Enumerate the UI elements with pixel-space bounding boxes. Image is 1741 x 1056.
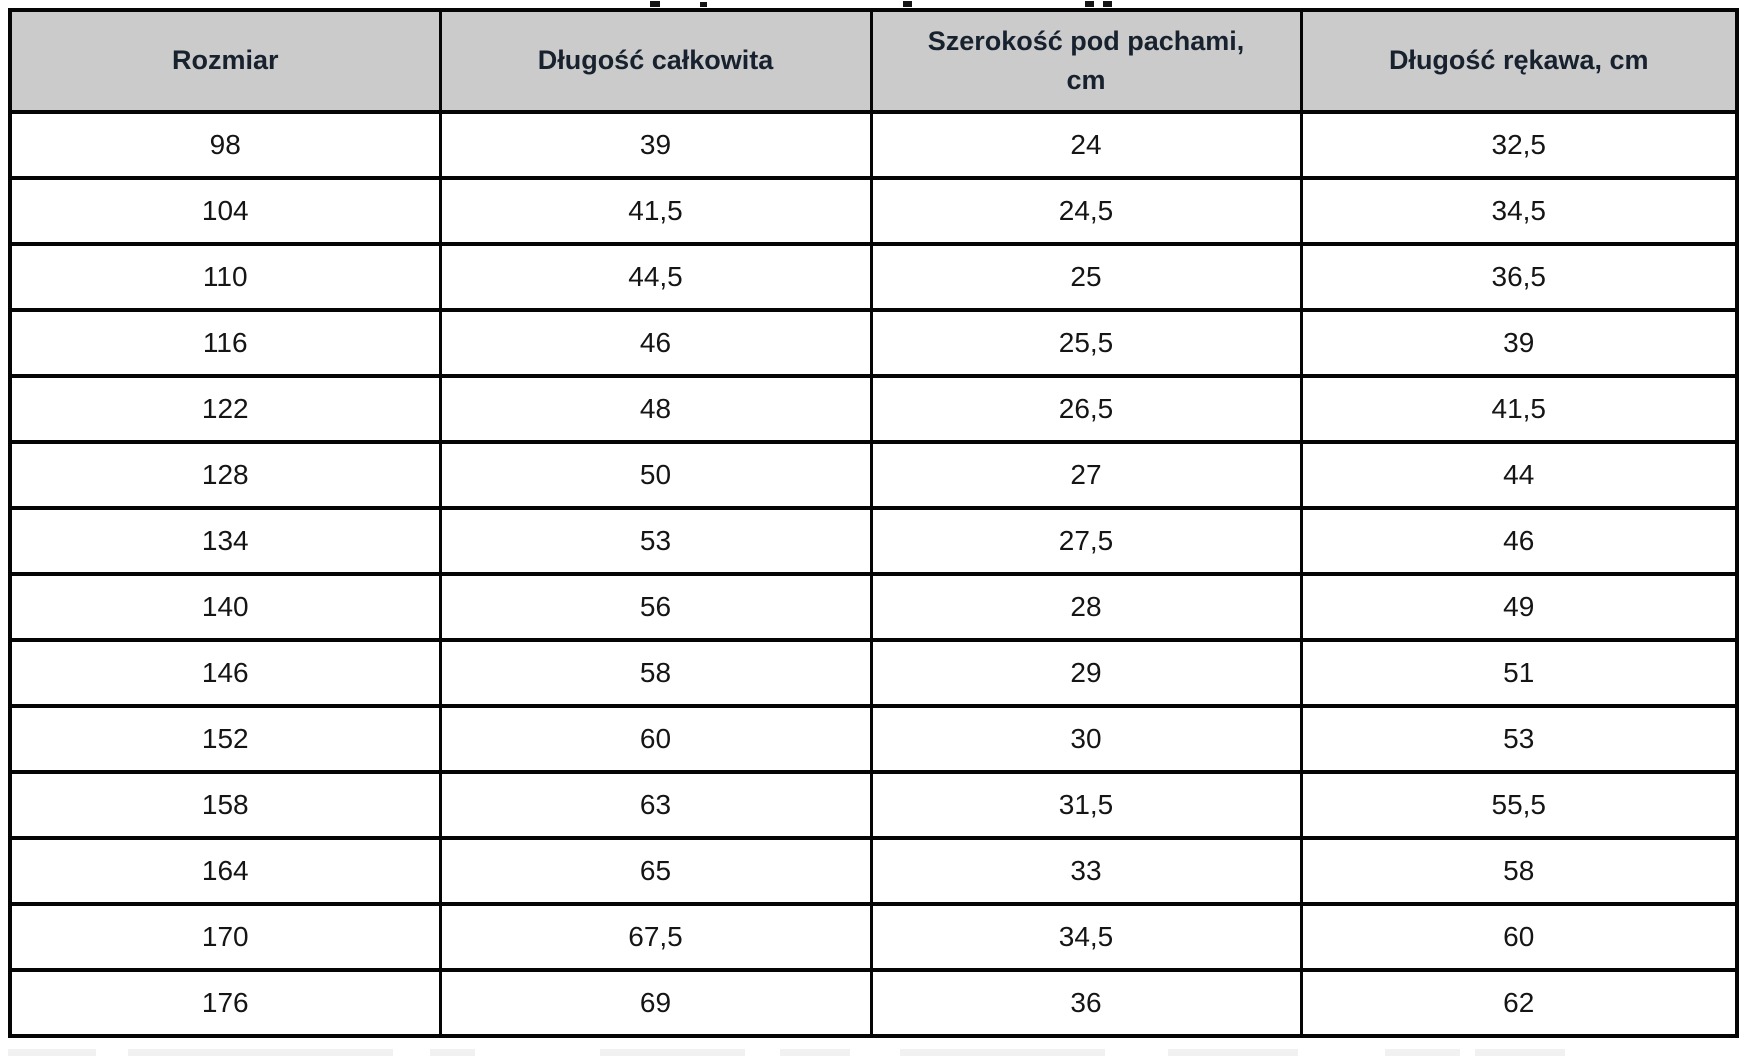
column-header-dlugosc-rekawa: Długość rękawa, cm [1299, 8, 1739, 114]
table-row: 98 39 24 32,5 [8, 110, 1739, 180]
table-cell: 50 [438, 440, 873, 510]
table-row: 140 56 28 49 [8, 572, 1739, 642]
table-cell: 53 [1299, 704, 1739, 774]
table-cell: 63 [438, 770, 873, 840]
table-cell: 60 [1299, 902, 1739, 972]
table-cell: 134 [8, 506, 442, 576]
clipped-bottom-fragment [430, 1049, 475, 1056]
table-cell: 31,5 [869, 770, 1303, 840]
clipped-bottom-fragment [128, 1049, 393, 1056]
table-cell: 98 [8, 110, 442, 180]
table-cell: 27 [869, 440, 1303, 510]
table-cell: 176 [8, 968, 442, 1038]
table-cell: 39 [1299, 308, 1739, 378]
table-row: 158 63 31,5 55,5 [8, 770, 1739, 840]
table-cell: 60 [438, 704, 873, 774]
table-cell: 25,5 [869, 308, 1303, 378]
table-row: 146 58 29 51 [8, 638, 1739, 708]
table-cell: 110 [8, 242, 442, 312]
table-cell: 34,5 [1299, 176, 1739, 246]
table-cell: 122 [8, 374, 442, 444]
table-header-row: Rozmiar Długość całkowita Szerokość pod … [8, 8, 1739, 114]
clipped-bottom-fragment [1475, 1049, 1565, 1056]
table-cell: 53 [438, 506, 873, 576]
table-cell: 36 [869, 968, 1303, 1038]
table-cell: 27,5 [869, 506, 1303, 576]
table-cell: 51 [1299, 638, 1739, 708]
table-cell: 49 [1299, 572, 1739, 642]
table-cell: 26,5 [869, 374, 1303, 444]
table-cell: 33 [869, 836, 1303, 906]
table-body: 98 39 24 32,5 104 41,5 24,5 34,5 110 44,5 25 36,5 11… [8, 110, 1739, 1038]
column-header-szerokosc-pod-pachami: Szerokość pod pachami, cm [869, 8, 1303, 114]
table-cell: 46 [1299, 506, 1739, 576]
table-cell: 69 [438, 968, 873, 1038]
clipped-text-fragment [1085, 1, 1094, 7]
table-cell: 30 [869, 704, 1303, 774]
clipped-text-fragment [903, 1, 912, 7]
table-cell: 104 [8, 176, 442, 246]
table-cell: 36,5 [1299, 242, 1739, 312]
table-cell: 170 [8, 902, 442, 972]
table-row: 170 67,5 34,5 60 [8, 902, 1739, 972]
table-row: 164 65 33 58 [8, 836, 1739, 906]
table-row: 104 41,5 24,5 34,5 [8, 176, 1739, 246]
table-cell: 164 [8, 836, 442, 906]
table-cell: 152 [8, 704, 442, 774]
table-cell: 34,5 [869, 902, 1303, 972]
table-cell: 24,5 [869, 176, 1303, 246]
table-row: 128 50 27 44 [8, 440, 1739, 510]
clipped-bottom-fragment [900, 1049, 1105, 1056]
table-row: 152 60 30 53 [8, 704, 1739, 774]
table-cell: 55,5 [1299, 770, 1739, 840]
table-cell: 65 [438, 836, 873, 906]
table-cell: 58 [438, 638, 873, 708]
table-cell: 24 [869, 110, 1303, 180]
table-cell: 44,5 [438, 242, 873, 312]
table-cell: 39 [438, 110, 873, 180]
table-cell: 41,5 [1299, 374, 1739, 444]
table-cell: 62 [1299, 968, 1739, 1038]
table-row: 134 53 27,5 46 [8, 506, 1739, 576]
table-cell: 140 [8, 572, 442, 642]
table-cell: 128 [8, 440, 442, 510]
table-cell: 41,5 [438, 176, 873, 246]
clipped-text-fragment [650, 1, 660, 7]
table-cell: 28 [869, 572, 1303, 642]
clipped-bottom-fragment [1168, 1049, 1298, 1056]
size-table: Rozmiar Długość całkowita Szerokość pod … [8, 8, 1739, 1038]
table-cell: 48 [438, 374, 873, 444]
table-row: 122 48 26,5 41,5 [8, 374, 1739, 444]
column-header-dlugosc-calkowita: Długość całkowita [438, 8, 873, 114]
table-cell: 46 [438, 308, 873, 378]
table-row: 116 46 25,5 39 [8, 308, 1739, 378]
clipped-bottom-fragment [1385, 1049, 1460, 1056]
table-row: 110 44,5 25 36,5 [8, 242, 1739, 312]
table-cell: 158 [8, 770, 442, 840]
table-cell: 67,5 [438, 902, 873, 972]
table-cell: 58 [1299, 836, 1739, 906]
table-cell: 32,5 [1299, 110, 1739, 180]
column-header-rozmiar: Rozmiar [8, 8, 442, 114]
clipped-bottom-fragment [600, 1049, 745, 1056]
clipped-bottom-fragment [780, 1049, 850, 1056]
table-row: 176 69 36 62 [8, 968, 1739, 1038]
clipped-text-fragment [700, 2, 707, 7]
clipped-text-fragment [1103, 1, 1112, 7]
table-cell: 29 [869, 638, 1303, 708]
table-cell: 116 [8, 308, 442, 378]
clipped-bottom-fragment [8, 1049, 96, 1056]
table-cell: 56 [438, 572, 873, 642]
table-cell: 25 [869, 242, 1303, 312]
table-cell: 146 [8, 638, 442, 708]
table-cell: 44 [1299, 440, 1739, 510]
